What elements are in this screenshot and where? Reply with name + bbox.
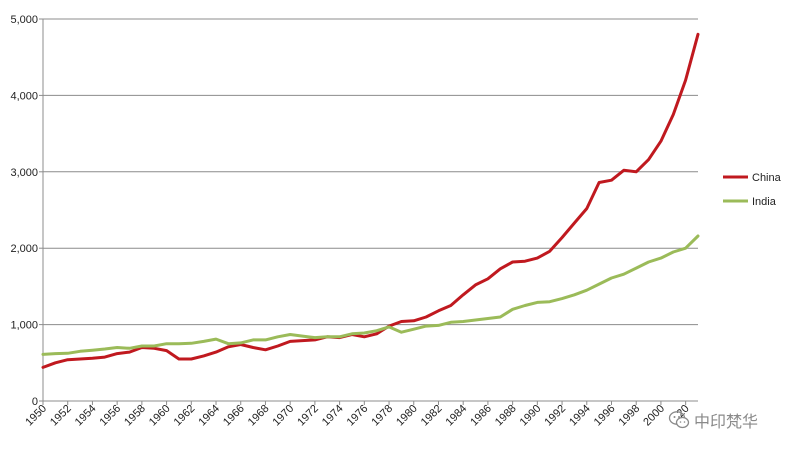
x-axis-ticks: 1950195219541956195819601962196419661968… xyxy=(23,401,692,429)
x-tick-label: 1984 xyxy=(444,403,470,429)
series-line-india xyxy=(41,234,700,356)
series-lines xyxy=(41,32,700,369)
y-tick-label: 2,000 xyxy=(10,243,38,255)
x-tick-label: 1982 xyxy=(419,403,445,429)
x-tick-label: 1974 xyxy=(320,403,346,429)
y-tick-label: 4,000 xyxy=(10,90,38,102)
legend-label-india: India xyxy=(752,196,777,208)
watermark: 中印梵华 xyxy=(668,408,792,432)
x-tick-label: 2000 xyxy=(641,403,667,429)
x-tick-label: 1988 xyxy=(493,403,519,429)
gridlines xyxy=(43,18,698,326)
x-tick-label: 1994 xyxy=(567,403,593,429)
x-tick-label: 1962 xyxy=(172,403,198,429)
x-tick-label: 1978 xyxy=(369,403,395,429)
y-tick-label: 1,000 xyxy=(10,320,38,332)
x-tick-label: 1954 xyxy=(73,403,99,429)
x-tick-label: 1976 xyxy=(345,403,371,429)
x-tick-label: 1986 xyxy=(468,403,494,429)
wechat-icon xyxy=(668,411,690,429)
x-tick-label: 1966 xyxy=(221,403,247,429)
x-tick-label: 1970 xyxy=(270,403,296,429)
legend: China India xyxy=(723,172,782,208)
y-axis-ticks: 0 1,000 2,000 3,000 4,000 5,000 xyxy=(10,14,43,408)
x-tick-label: 1980 xyxy=(394,403,420,429)
x-tick-label: 1996 xyxy=(592,403,618,429)
x-tick-label: 1968 xyxy=(246,403,272,429)
watermark-text: 中印梵华 xyxy=(694,412,759,431)
x-tick-label: 1990 xyxy=(518,403,544,429)
x-tick-label: 1956 xyxy=(97,403,123,429)
y-tick-label: 5,000 xyxy=(10,14,38,26)
x-tick-label: 1998 xyxy=(617,403,643,429)
x-tick-label: 1950 xyxy=(23,403,49,429)
series-line-china xyxy=(41,32,700,369)
x-tick-label: 1952 xyxy=(48,403,74,429)
x-tick-label: 1960 xyxy=(147,403,173,429)
legend-label-china: China xyxy=(752,172,782,184)
axes xyxy=(42,19,698,402)
x-tick-label: 1964 xyxy=(196,403,222,429)
x-tick-label: 1992 xyxy=(542,403,568,429)
x-tick-label: 1972 xyxy=(295,403,321,429)
y-tick-label: 0 xyxy=(32,396,38,408)
y-tick-label: 3,000 xyxy=(10,167,38,179)
x-tick-label: 1958 xyxy=(122,403,148,429)
